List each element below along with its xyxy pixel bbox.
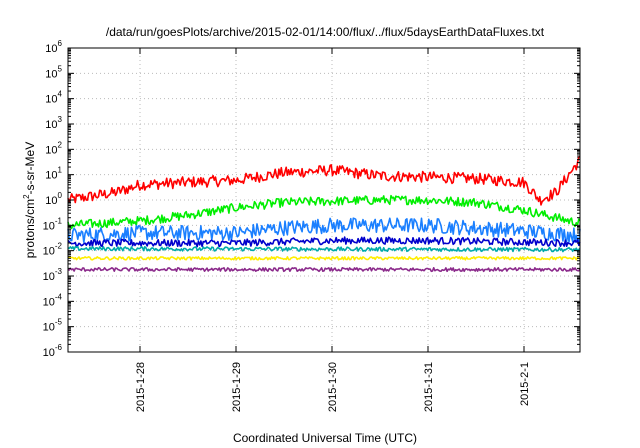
y-tick-label: 10-3 [43, 267, 63, 283]
y-tick-exp: 5 [58, 64, 63, 73]
axes: 2015-1-28 2015-1-29 2015-1-30 2015-1-31 2015… [43, 39, 580, 412]
x-tick-label: 2015-1-28 [135, 362, 147, 412]
y-tick-label: 10-4 [43, 292, 63, 308]
y-tick-label: 106 [45, 39, 62, 55]
y-tick-exp: -1 [55, 216, 63, 225]
x-tick-label: 2015-1-30 [327, 362, 339, 412]
series-line-2 [67, 217, 581, 244]
chart-title: /data/run/goesPlots/archive/2015-02-01/1… [106, 25, 545, 39]
y-tick-label: 10-1 [43, 216, 63, 232]
y-tick-exp: 4 [58, 90, 63, 99]
y-tick-exp: -2 [55, 242, 63, 251]
y-axis-label-rest: -s-sr-MeV [23, 142, 37, 195]
y-tick-exp: -3 [55, 267, 63, 276]
grid-lines [68, 48, 580, 352]
y-tick-exp: 3 [58, 115, 63, 124]
y-tick-label: 10-6 [43, 343, 63, 359]
y-tick-label: 100 [45, 191, 62, 207]
y-tick-base: 10 [43, 246, 55, 258]
y-tick-exp: 2 [58, 140, 63, 149]
y-tick-label: 102 [45, 140, 62, 156]
series-line-6 [67, 267, 581, 273]
y-tick-base: 10 [43, 271, 55, 283]
y-tick-base: 10 [43, 296, 55, 308]
y-tick-base: 10 [43, 220, 55, 232]
x-tick-label: 2015-2-1 [519, 362, 531, 406]
y-tick-exp: -5 [55, 318, 63, 327]
y-tick-base: 10 [45, 43, 57, 55]
series-line-4 [67, 246, 581, 253]
series-line-1 [67, 194, 581, 230]
y-tick-base: 10 [45, 94, 57, 106]
y-axis-label: protons/cm2-s-sr-MeV [22, 142, 37, 258]
x-tick-label: 2015-1-31 [423, 362, 435, 412]
y-tick-base: 10 [45, 68, 57, 80]
y-tick-base: 10 [45, 170, 57, 182]
y-axis-label-main: protons/cm [23, 199, 37, 258]
y-tick-base: 10 [45, 144, 57, 156]
series-layer [67, 155, 581, 273]
y-tick-label: 104 [45, 90, 62, 106]
y-tick-label: 10-5 [43, 318, 63, 334]
y-axis-label-sup: 2 [22, 194, 31, 199]
y-tick-base: 10 [45, 195, 57, 207]
y-tick-base: 10 [45, 119, 57, 131]
y-tick-base: 10 [43, 347, 55, 359]
y-tick-exp: 1 [58, 166, 63, 175]
x-axis-label: Coordinated Universal Time (UTC) [233, 431, 417, 445]
y-tick-exp: -4 [55, 292, 63, 301]
y-tick-label: 103 [45, 115, 62, 131]
x-tick-label: 2015-1-29 [231, 362, 243, 412]
y-tick-base: 10 [43, 322, 55, 334]
y-tick-label: 10-2 [43, 242, 63, 258]
y-tick-label: 105 [45, 64, 62, 80]
series-line-0 [67, 155, 581, 206]
series-line-5 [67, 256, 581, 261]
y-tick-exp: -6 [55, 343, 63, 352]
y-tick-label: 101 [45, 166, 62, 182]
series-line-3 [67, 236, 581, 248]
y-tick-exp: 0 [58, 191, 63, 200]
y-tick-exp: 6 [58, 39, 63, 48]
